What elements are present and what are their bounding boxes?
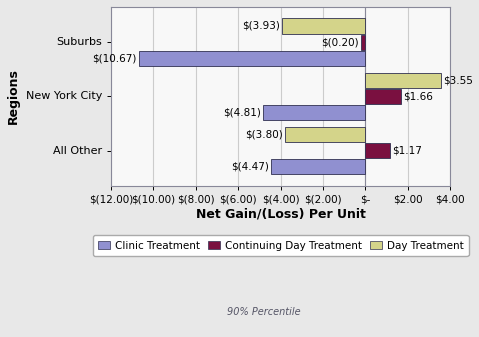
Text: $(3.93): $(3.93): [242, 21, 280, 31]
Text: $(4.81): $(4.81): [223, 108, 262, 118]
Text: $3.55: $3.55: [443, 75, 473, 85]
Bar: [361, 35, 365, 50]
Bar: [263, 105, 365, 120]
Text: $(0.20): $(0.20): [321, 37, 359, 47]
Bar: [365, 89, 400, 104]
Bar: [282, 18, 365, 33]
Y-axis label: Regions: Regions: [7, 68, 20, 124]
Text: $(4.47): $(4.47): [230, 162, 269, 172]
X-axis label: Net Gain/(Loss) Per Unit: Net Gain/(Loss) Per Unit: [195, 208, 365, 221]
Text: $1.17: $1.17: [392, 146, 422, 156]
Bar: [365, 72, 441, 88]
Text: 90% Percentile: 90% Percentile: [227, 307, 300, 317]
Text: $1.66: $1.66: [403, 91, 433, 101]
Text: $(10.67): $(10.67): [92, 54, 137, 63]
Bar: [271, 159, 365, 175]
Bar: [139, 51, 365, 66]
Legend: Clinic Treatment, Continuing Day Treatment, Day Treatment: Clinic Treatment, Continuing Day Treatme…: [92, 235, 468, 256]
Bar: [365, 143, 390, 158]
Bar: [285, 127, 365, 142]
Text: $(3.80): $(3.80): [245, 129, 283, 139]
